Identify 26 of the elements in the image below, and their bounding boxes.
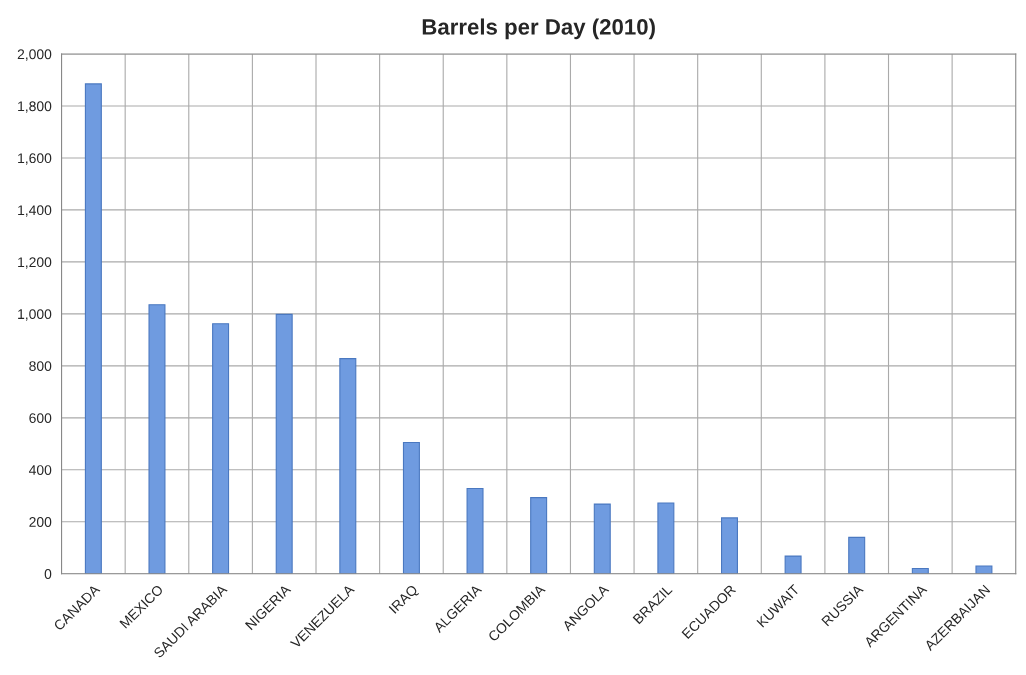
bar [402, 441, 420, 574]
y-tick-label: 1,400 [18, 205, 52, 217]
y-tick-label: 1,000 [18, 309, 52, 321]
bar [84, 83, 102, 574]
y-tick-label: 1,200 [18, 257, 52, 269]
y-tick-label: 400 [28, 465, 52, 475]
bar [784, 555, 802, 574]
bar [848, 536, 866, 574]
bar [657, 502, 675, 574]
y-tick-label: 0 [44, 569, 52, 579]
y-tick-label: 1,600 [18, 153, 52, 165]
bar [530, 497, 548, 574]
y-tick-label: 800 [29, 361, 52, 372]
bar [720, 517, 738, 574]
y-tick-label: 2,000 [17, 49, 52, 61]
bar [975, 565, 993, 574]
y-tick-label: 600 [29, 413, 52, 423]
y-tick-label: 1,800 [18, 101, 52, 113]
bar [212, 323, 230, 574]
chart-title: Barrels per Day (2010) [422, 18, 655, 40]
bar [148, 304, 166, 574]
bar [593, 503, 611, 574]
bar [466, 487, 484, 574]
y-tick-label: 200 [29, 517, 52, 527]
bar [339, 358, 357, 574]
bar [275, 313, 293, 574]
